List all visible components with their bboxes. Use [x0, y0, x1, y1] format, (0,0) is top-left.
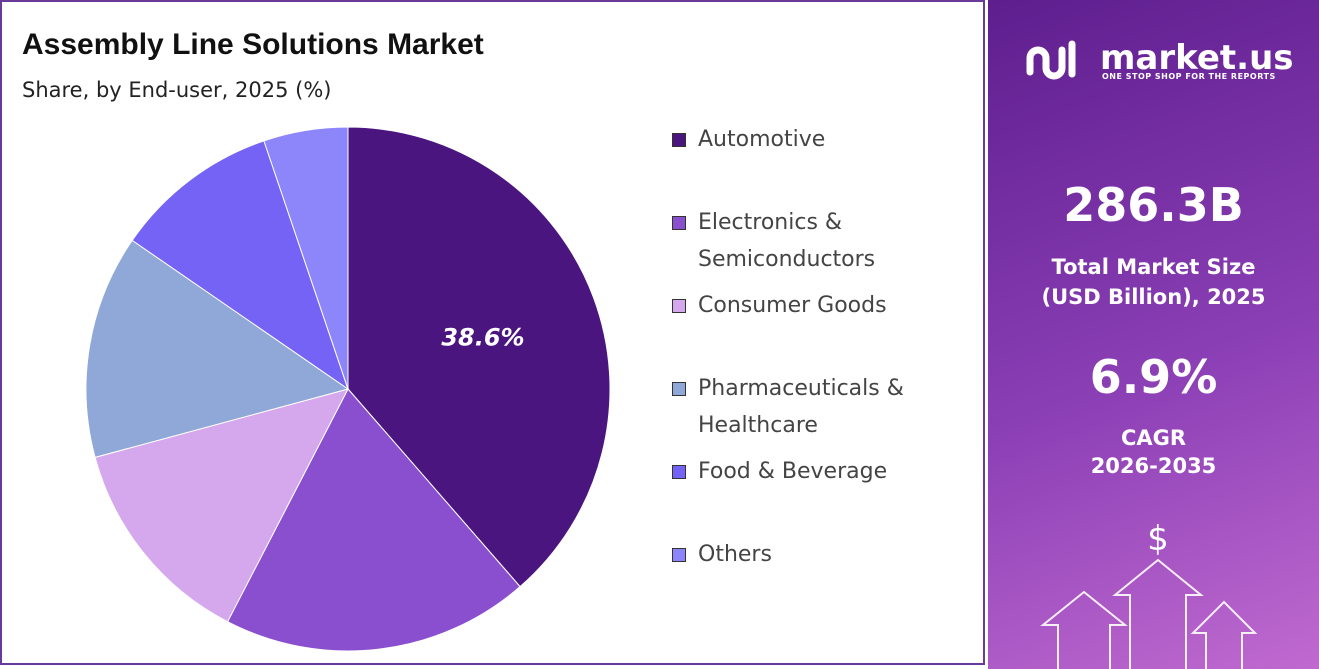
legend-item: Food & Beverage	[672, 453, 942, 490]
decoration: $	[1026, 40, 1258, 669]
chart-subtitle: Share, by End-user, 2025 (%)	[22, 78, 332, 102]
legend-item: Pharmaceuticals & Healthcare	[672, 370, 942, 444]
market-size-label: Total Market Size (USD Billion), 2025	[1041, 255, 1266, 309]
arrows	[1040, 558, 1258, 669]
legend-label: Electronics & Semiconductors	[698, 210, 876, 272]
chart-title: Assembly Line Solutions Market	[22, 28, 484, 61]
cagr: 6.9%	[1089, 350, 1218, 404]
market-size: 286.3B	[1063, 178, 1244, 232]
brand: market.us	[1100, 38, 1294, 78]
legend-item: Consumer Goods	[672, 287, 942, 324]
legend-label: Others	[698, 542, 772, 567]
legend-item: Electronics & Semiconductors	[672, 204, 942, 278]
cagr-label: CAGR	[1120, 426, 1187, 450]
legend-swatch	[672, 299, 686, 313]
legend-swatch	[672, 216, 686, 230]
pie-slice	[131, 140, 349, 391]
legend-item: Others	[672, 536, 942, 573]
pie-slice	[85, 239, 350, 458]
data-label: 38.6%	[441, 323, 524, 351]
chart-panel: Assembly Line Solutions Market Share, by…	[0, 0, 985, 665]
pie-slice	[347, 126, 611, 588]
legend-label: Consumer Goods	[698, 293, 887, 318]
legend-swatch	[672, 465, 686, 479]
legend-label: Automotive	[698, 127, 826, 152]
pie-slice	[226, 388, 521, 652]
summary-panel: $ market.us ONE STOP SHOP FOR THE REPORT…	[988, 0, 1319, 669]
pie-chart: 38.6%	[85, 126, 611, 652]
legend-swatch	[672, 548, 686, 562]
dollar-icon: $	[1147, 519, 1169, 559]
tagline: ONE STOP SHOP FOR THE REPORTS	[1102, 72, 1276, 81]
legend-item: Automotive	[672, 121, 942, 158]
pie-slice	[263, 126, 349, 390]
legend-label: Pharmaceuticals & Healthcare	[698, 376, 904, 438]
logo-icon	[1026, 40, 1076, 80]
legend-swatch	[672, 133, 686, 147]
legend-swatch	[672, 382, 686, 396]
cagr-period: 2026-2035	[1090, 454, 1217, 478]
legend-label: Food & Beverage	[698, 459, 888, 484]
pie-slice	[94, 388, 349, 623]
